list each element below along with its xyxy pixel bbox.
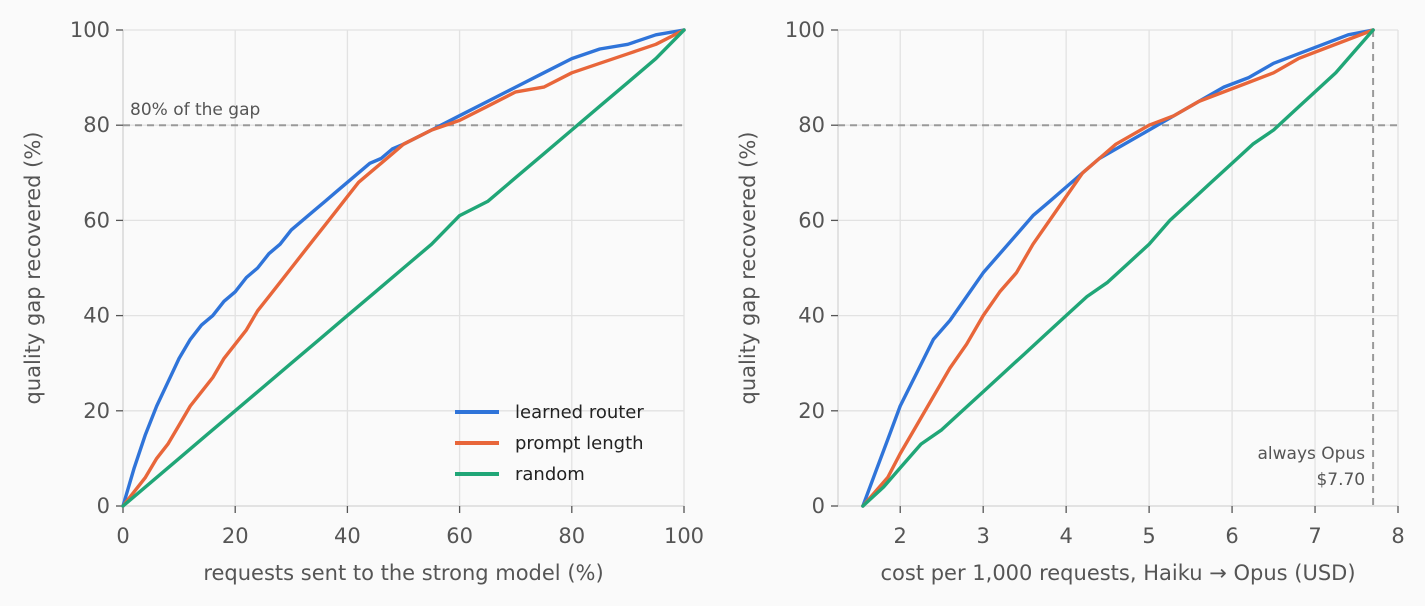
- right-series-random: [861, 28, 1375, 508]
- left-panel-chart: 0 20 40 60 80 100 0 20 40 60 80 100 requests sent to…: [21, 18, 704, 585]
- left-x-tick-label: 40: [334, 524, 361, 548]
- right-y-tick-label: 0: [812, 494, 825, 518]
- right-x-tick-label: 6: [1225, 524, 1238, 548]
- left-y-tick-label: 100: [70, 18, 110, 42]
- left-y-axis-label: quality gap recovered (%): [21, 132, 45, 405]
- right-x-tick-label: 7: [1308, 524, 1321, 548]
- right-x-tick-label: 2: [894, 524, 907, 548]
- right-y-tick-label: 60: [798, 208, 825, 232]
- right-vertical-line-label: always Opus: [1258, 444, 1366, 464]
- right-y-tick-label: 80: [798, 113, 825, 137]
- left-y-tick-label: 80: [83, 113, 110, 137]
- left-series-prompt-length: [121, 28, 686, 508]
- right-x-tick-label: 5: [1142, 524, 1155, 548]
- left-x-tick-label: 20: [222, 524, 249, 548]
- right-series-learned-router: [861, 28, 1375, 508]
- left-x-tick-label: 0: [116, 524, 129, 548]
- right-series-prompt-length: [861, 28, 1375, 508]
- right-x-axis-label: cost per 1,000 requests, Haiku → Opus (U…: [880, 561, 1355, 585]
- right-x-tick-label: 4: [1059, 524, 1072, 548]
- left-series-random: [121, 28, 686, 508]
- left-x-tick-label: 100: [664, 524, 704, 548]
- right-y-tick-label: 40: [798, 304, 825, 328]
- left-x-tick-label: 80: [558, 524, 585, 548]
- left-series-learned-router: [121, 28, 686, 508]
- right-y-axis-label: quality gap recovered (%): [736, 132, 760, 405]
- left-y-tick-label: 60: [83, 208, 110, 232]
- right-vertical-line-label: $7.70: [1316, 470, 1365, 490]
- right-y-tick-label: 20: [798, 399, 825, 423]
- left-y-tick-label: 20: [83, 399, 110, 423]
- left-x-tick-label: 60: [446, 524, 473, 548]
- left-legend-label-random: random: [515, 464, 585, 485]
- left-y-tick-label: 0: [97, 494, 110, 518]
- left-x-axis-label: requests sent to the strong model (%): [203, 561, 603, 585]
- right-x-tick-label: 8: [1391, 524, 1404, 548]
- left-y-tick-label: 40: [83, 304, 110, 328]
- left-reference-label: 80% of the gap: [130, 100, 260, 120]
- right-x-tick-label: 3: [976, 524, 989, 548]
- left-legend-label-prompt-length: prompt length: [515, 433, 644, 454]
- right-y-tick-label: 100: [785, 18, 825, 42]
- left-legend-label-learned-router: learned router: [515, 402, 644, 423]
